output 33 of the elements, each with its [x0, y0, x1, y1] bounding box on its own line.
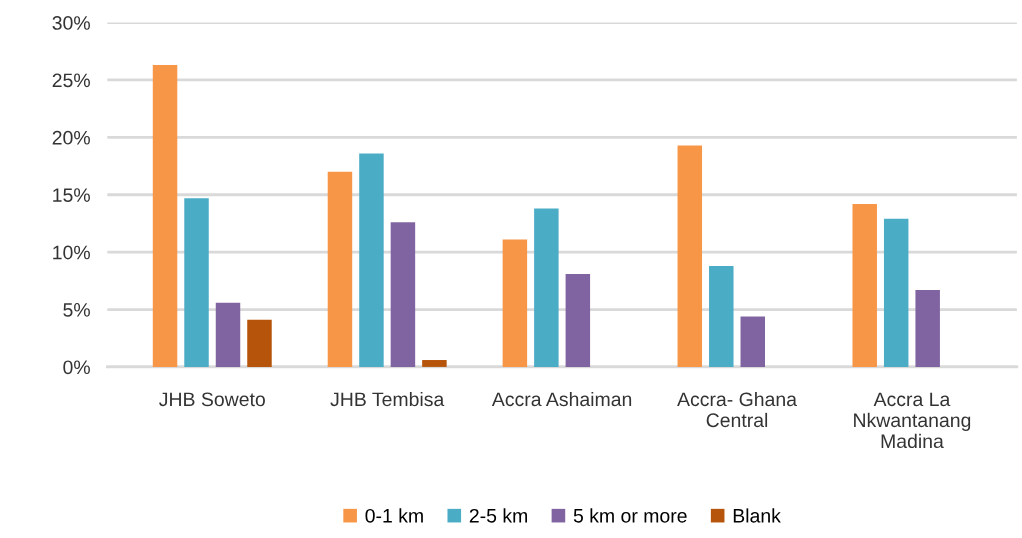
bar — [534, 208, 559, 367]
bar — [422, 360, 447, 367]
bar — [883, 218, 909, 367]
bar — [152, 65, 178, 367]
y-tick-label: 20% — [52, 130, 90, 145]
y-tick-label: 0% — [63, 360, 90, 375]
y-tick-label: 10% — [53, 245, 90, 260]
bar — [740, 316, 766, 367]
bar — [709, 265, 734, 367]
legend-label: 0-1 km — [365, 508, 423, 523]
bar — [565, 273, 591, 367]
bar — [359, 153, 384, 367]
x-tick-label: JHB Soweto — [159, 392, 265, 407]
bar — [247, 319, 272, 367]
bar — [502, 239, 528, 367]
x-tick-label: Accra La Nkwantanang Madina — [854, 392, 971, 449]
bar — [390, 222, 416, 367]
bar — [184, 198, 209, 367]
bar — [852, 203, 877, 367]
bar — [327, 171, 353, 367]
bar — [677, 145, 703, 367]
bar — [215, 302, 241, 367]
y-tick-label: 25% — [52, 73, 90, 88]
x-tick-label: JHB Tembisa — [330, 391, 445, 407]
legend-label: 2-5 km — [469, 508, 527, 523]
y-tick-label: 15% — [53, 188, 90, 202]
x-tick-label: Accra Ashaiman — [491, 391, 632, 407]
legend-label: 5 km or more — [573, 508, 687, 523]
y-tick-label: 30% — [52, 16, 90, 30]
bar — [915, 290, 940, 367]
x-tick-label: Accra- Ghana Central — [677, 391, 797, 428]
y-tick-label: 5% — [63, 303, 90, 317]
legend-label: Blank — [733, 508, 781, 523]
